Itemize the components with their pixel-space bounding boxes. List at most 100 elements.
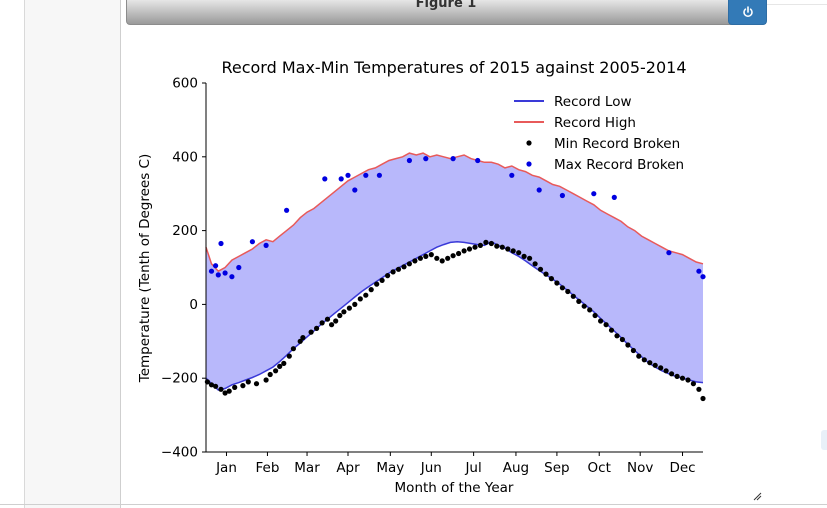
legend-label-2: Min Record Broken [554, 136, 680, 152]
data-point-2-57 [510, 248, 516, 254]
data-point-2-50 [472, 244, 478, 250]
x-tick-label-10: Nov [627, 460, 653, 476]
data-point-2-27 [346, 305, 352, 311]
scrollbar-nub[interactable] [821, 430, 827, 450]
x-tick-label-8: Sep [544, 460, 569, 476]
data-point-2-4 [222, 390, 228, 396]
data-point-2-49 [466, 246, 473, 252]
data-point-2-47 [456, 250, 462, 257]
data-point-2-32 [374, 281, 380, 287]
data-point-3-4 [222, 270, 228, 276]
fill-between-area [206, 153, 703, 390]
data-point-2-26 [341, 309, 347, 315]
data-point-3-19 [475, 157, 481, 164]
data-point-2-19 [308, 329, 314, 335]
data-point-2-2 [213, 383, 219, 389]
legend-swatch-3 [526, 161, 532, 167]
x-axis-label: Month of the Year [395, 480, 514, 496]
data-point-2-89 [685, 377, 691, 383]
axes: −400 −200 0 200 400 600 Jan Feb Mar Apr May Jun Jul A… [161, 76, 703, 476]
chart-title: Record Max-Min Temperatures of 2015 agai… [221, 58, 686, 77]
data-point-2-73 [598, 318, 604, 324]
data-point-2-62 [537, 266, 544, 272]
data-point-2-48 [461, 248, 467, 254]
data-point-3-15 [376, 172, 382, 178]
data-point-2-67 [565, 288, 571, 295]
data-point-2-40 [417, 255, 423, 261]
data-point-2-69 [576, 298, 582, 304]
data-point-2-46 [450, 253, 456, 259]
data-point-3-3 [218, 240, 224, 247]
data-point-2-83 [652, 362, 658, 368]
data-point-3-18 [450, 156, 456, 162]
data-point-2-30 [363, 292, 369, 298]
data-point-2-3 [218, 386, 224, 392]
data-point-2-90 [690, 381, 697, 387]
resize-handle-icon[interactable] [752, 491, 762, 501]
fill-between-region [206, 153, 703, 390]
data-point-2-24 [333, 318, 339, 324]
data-point-2-75 [608, 327, 615, 333]
data-point-3-5 [229, 274, 235, 280]
data-point-3-22 [559, 192, 565, 199]
data-point-2-61 [532, 261, 538, 267]
data-point-2-6 [232, 384, 238, 390]
data-point-2-42 [428, 252, 434, 258]
data-point-2-80 [636, 353, 642, 359]
data-point-2-21 [319, 320, 325, 326]
close-figure-button[interactable] [728, 0, 767, 25]
data-point-2-38 [406, 261, 412, 267]
data-point-3-12 [345, 172, 351, 178]
y-tick-label-5: 600 [172, 76, 198, 92]
figure-title: Figure 1 [415, 0, 477, 11]
data-point-2-68 [570, 293, 576, 299]
data-point-2-25 [337, 312, 343, 319]
data-point-2-15 [286, 353, 292, 359]
data-point-3-7 [249, 239, 255, 245]
y-tick-label-0: −400 [161, 445, 198, 461]
data-point-2-91 [696, 386, 702, 392]
data-point-2-41 [423, 253, 429, 259]
data-point-2-28 [352, 301, 358, 307]
data-point-2-44 [439, 258, 445, 264]
y-tick-label-2: 0 [189, 297, 198, 313]
legend: Record Low Record High Min Record Broken Ma… [514, 94, 684, 173]
data-point-3-10 [322, 176, 328, 182]
legend-label-3: Max Record Broken [554, 157, 684, 173]
data-point-2-18 [300, 335, 306, 341]
data-point-2-37 [401, 264, 407, 270]
data-point-2-88 [679, 375, 686, 381]
data-point-2-34 [385, 273, 391, 279]
data-point-2-17 [297, 338, 303, 344]
data-point-3-0 [208, 268, 215, 274]
data-point-2-79 [630, 347, 636, 354]
data-point-3-11 [338, 176, 344, 182]
data-point-2-13 [277, 363, 283, 369]
y-tick-label-1: −200 [161, 371, 198, 387]
data-point-3-25 [666, 250, 672, 256]
data-point-2-58 [516, 250, 522, 256]
x-tick-label-11: Dec [669, 460, 695, 476]
y-tick-label-3: 200 [172, 223, 198, 239]
data-point-2-7 [240, 383, 246, 389]
data-point-2-9 [253, 381, 260, 387]
figure-header: Figure 1 [126, 0, 766, 25]
data-point-3-6 [236, 264, 242, 271]
data-point-2-5 [226, 388, 232, 394]
data-point-2-52 [483, 239, 489, 245]
data-point-3-2 [215, 272, 221, 278]
data-point-2-92 [700, 395, 706, 402]
cell-prompt-area [25, 0, 121, 508]
data-point-2-16 [290, 346, 296, 352]
x-tick-label-0: Jan [215, 460, 237, 476]
data-point-3-21 [536, 187, 542, 193]
divider [0, 504, 827, 505]
x-tick-label-5: Jun [420, 460, 442, 476]
data-point-2-10 [263, 377, 269, 383]
data-point-2-63 [543, 271, 549, 277]
data-point-3-13 [352, 187, 358, 193]
data-point-2-39 [412, 258, 418, 264]
data-point-3-17 [423, 156, 429, 162]
data-point-2-8 [245, 379, 251, 385]
data-point-2-43 [434, 255, 440, 261]
